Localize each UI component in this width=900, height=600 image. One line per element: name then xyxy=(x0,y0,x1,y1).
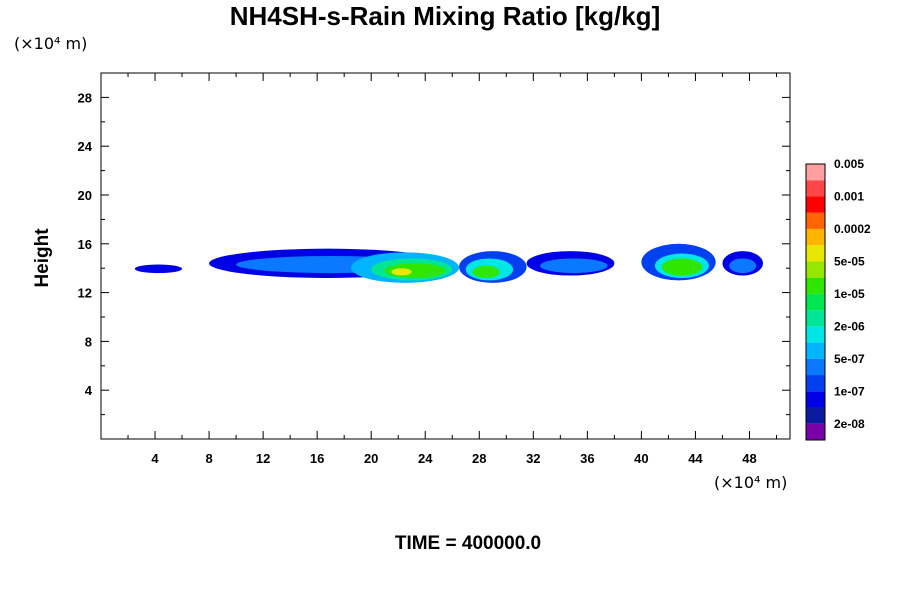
colorbar-swatch xyxy=(806,228,825,246)
y-axis-unit: (×10⁴ m) xyxy=(14,34,87,53)
y-tick-label: 8 xyxy=(85,334,92,349)
y-tick-label: 28 xyxy=(78,90,92,105)
y-axis-label: Height xyxy=(32,228,53,288)
x-tick-label: 44 xyxy=(688,451,703,466)
colorbar-swatch xyxy=(806,375,825,392)
chart-title: NH4SH-s-Rain Mixing Ratio [kg/kg] xyxy=(230,1,660,31)
colorbar-label: 0.005 xyxy=(834,157,864,171)
x-tick-label: 32 xyxy=(526,451,540,466)
colorbar-swatch xyxy=(806,358,825,376)
colorbar-swatch xyxy=(806,326,825,343)
x-tick-label: 4 xyxy=(151,451,159,466)
y-tick-label: 24 xyxy=(78,139,93,154)
colorbar-swatch xyxy=(806,310,825,327)
x-tick-label: 48 xyxy=(742,451,756,466)
colorbar-swatch xyxy=(806,293,825,311)
colorbar-frame xyxy=(805,163,826,441)
colorbar-swatch xyxy=(806,245,825,262)
x-tick-label: 36 xyxy=(580,451,594,466)
colorbar-label: 0.001 xyxy=(834,189,864,203)
data-region-11 xyxy=(540,258,608,274)
x-axis-unit: (×10⁴ m) xyxy=(714,473,787,492)
colorbar-swatch xyxy=(806,180,825,197)
colorbar-swatch xyxy=(806,391,825,408)
data-region-14 xyxy=(661,258,703,276)
time-label: TIME = 400000.0 xyxy=(395,533,541,554)
x-tick-label: 20 xyxy=(364,451,378,466)
plot-frame xyxy=(100,72,791,440)
x-tick-label: 24 xyxy=(418,451,433,466)
x-axis-ticks: 4 8 12 16 20 24 28 32 36 40 44 48 xyxy=(127,73,777,466)
x-tick-label: 8 xyxy=(205,451,212,466)
colorbar-swatch xyxy=(806,261,825,278)
colorbar-swatch xyxy=(806,196,825,213)
colorbar-label: 2e-06 xyxy=(834,319,865,333)
data-region-6 xyxy=(391,268,412,276)
colorbar-label: 2e-08 xyxy=(834,417,865,431)
colorbar-label: 0.0002 xyxy=(834,222,871,236)
plot-area xyxy=(100,72,791,440)
colorbar-label: 1e-05 xyxy=(834,287,865,301)
colorbar-swatch xyxy=(806,212,825,229)
colorbar-label: 5e-05 xyxy=(834,254,865,268)
x-tick-label: 12 xyxy=(256,451,270,466)
colorbar-swatch xyxy=(806,423,825,440)
colorbar-swatch xyxy=(806,342,825,359)
x-tick-label: 28 xyxy=(472,451,486,466)
colorbar-label: 5e-07 xyxy=(834,352,865,366)
y-tick-label: 20 xyxy=(78,188,92,203)
data-region-16 xyxy=(729,258,757,274)
y-tick-label: 16 xyxy=(78,237,92,252)
y-tick-label: 4 xyxy=(85,383,93,398)
colorbar-swatch xyxy=(806,407,825,424)
colorbar-swatch xyxy=(806,277,825,294)
y-tick-label: 12 xyxy=(78,286,92,301)
y-axis-ticks: 4 8 12 16 20 24 28 xyxy=(78,90,790,416)
data-region-9 xyxy=(472,265,500,278)
colorbar-swatch xyxy=(806,164,825,181)
data-region-0 xyxy=(134,264,183,274)
x-tick-label: 40 xyxy=(634,451,648,466)
x-tick-label: 16 xyxy=(310,451,324,466)
data-regions xyxy=(134,243,763,283)
colorbar: 2e-08 1e-07 5e-07 2e-06 1e-05 5e-05 0.0002 0.00… xyxy=(805,157,871,441)
colorbar-label: 1e-07 xyxy=(834,384,865,398)
